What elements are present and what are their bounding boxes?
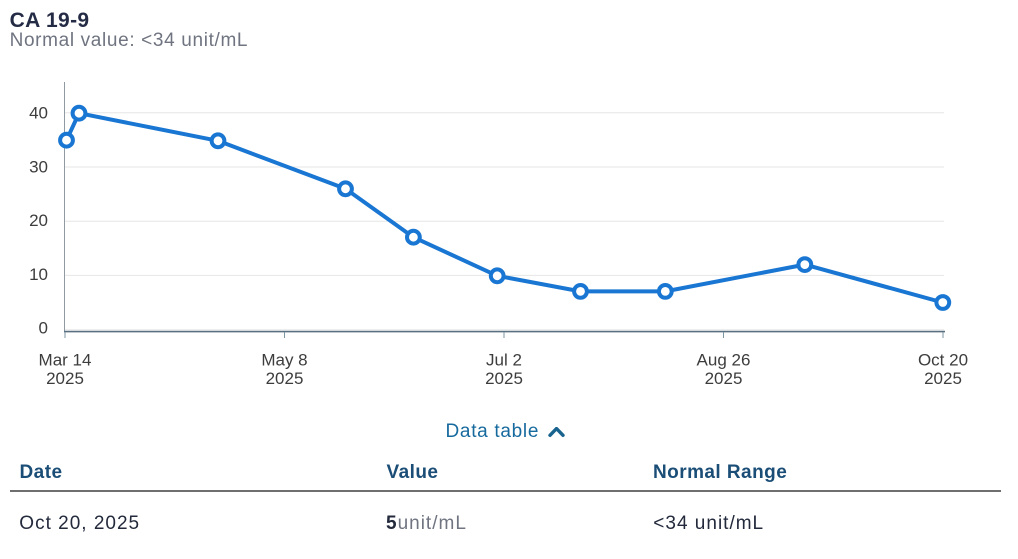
svg-text:Mar 14: Mar 14 bbox=[39, 351, 92, 370]
svg-text:May 8: May 8 bbox=[261, 351, 307, 370]
svg-text:Oct 20: Oct 20 bbox=[918, 351, 968, 370]
svg-text:10: 10 bbox=[29, 265, 48, 284]
svg-text:Jul 2: Jul 2 bbox=[486, 351, 522, 370]
svg-text:2025: 2025 bbox=[705, 369, 743, 388]
svg-text:40: 40 bbox=[29, 104, 48, 123]
svg-text:2025: 2025 bbox=[46, 369, 84, 388]
svg-text:2025: 2025 bbox=[485, 369, 523, 388]
svg-text:2025: 2025 bbox=[924, 369, 962, 388]
svg-text:30: 30 bbox=[29, 157, 48, 176]
svg-text:2025: 2025 bbox=[266, 369, 304, 388]
svg-text:0: 0 bbox=[39, 319, 48, 338]
svg-text:Aug 26: Aug 26 bbox=[697, 351, 751, 370]
svg-text:20: 20 bbox=[29, 211, 48, 230]
